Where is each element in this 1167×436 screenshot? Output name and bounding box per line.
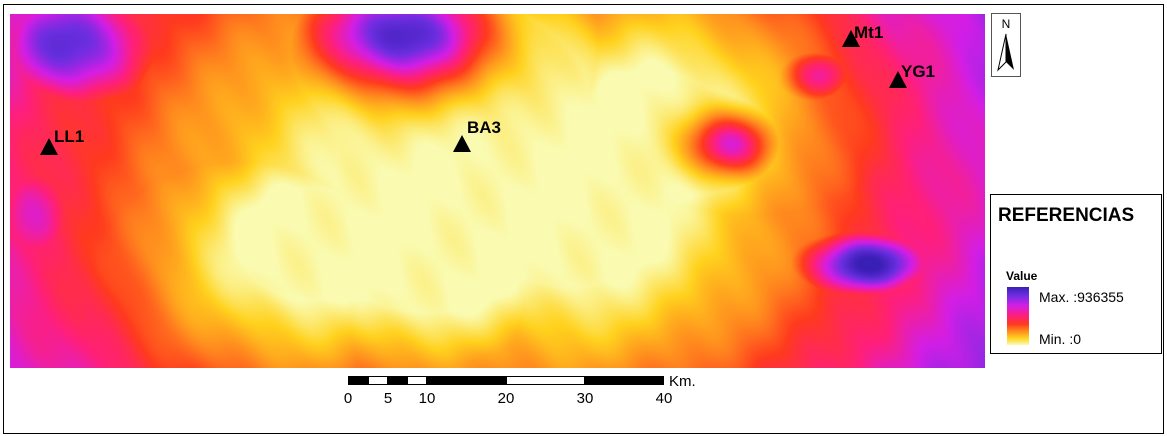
triangle-marker-icon (889, 71, 907, 88)
legend-color-ramp (1007, 287, 1029, 345)
north-arrow-icon (997, 33, 1014, 72)
scale-segment (407, 376, 427, 385)
legend-min-label: Min. :0 (1039, 331, 1082, 347)
site-label-ba3: BA3 (467, 118, 502, 137)
triangle-marker-icon (453, 135, 471, 152)
scale-tick-label: 20 (497, 390, 515, 407)
legend-subtitle: Value (1006, 269, 1038, 283)
scale-segment (506, 376, 585, 385)
scale-segment (348, 376, 368, 385)
scale-tick-label: 30 (576, 390, 594, 407)
site-label-ll1: LL1 (54, 127, 85, 146)
legend-max-label: Max. :936355 (1039, 289, 1124, 305)
triangle-marker-icon (842, 30, 860, 47)
scale-segment (368, 376, 388, 385)
north-arrow: N (991, 13, 1021, 77)
scale-segment (388, 376, 407, 385)
map-raster[interactable] (10, 14, 985, 368)
site-label-mt1: Mt1 (854, 23, 884, 42)
scale-unit: Km. (669, 373, 696, 390)
legend-panel: REFERENCIAS Value Max. :936355 Min. :0 (990, 194, 1162, 354)
triangle-marker-icon (40, 138, 58, 155)
site-label-yg1: YG1 (901, 62, 936, 81)
scale-segment (427, 376, 506, 385)
scale-tick-label: 40 (655, 390, 673, 407)
scale-tick-label: 10 (418, 390, 436, 407)
scale-tick-label: 5 (383, 390, 393, 407)
scale-segment (585, 376, 664, 385)
raster-canvas (10, 14, 985, 368)
scale-tick-label: 0 (343, 390, 353, 407)
legend-title: REFERENCIAS (998, 205, 1135, 226)
north-letter: N (1001, 17, 1011, 31)
